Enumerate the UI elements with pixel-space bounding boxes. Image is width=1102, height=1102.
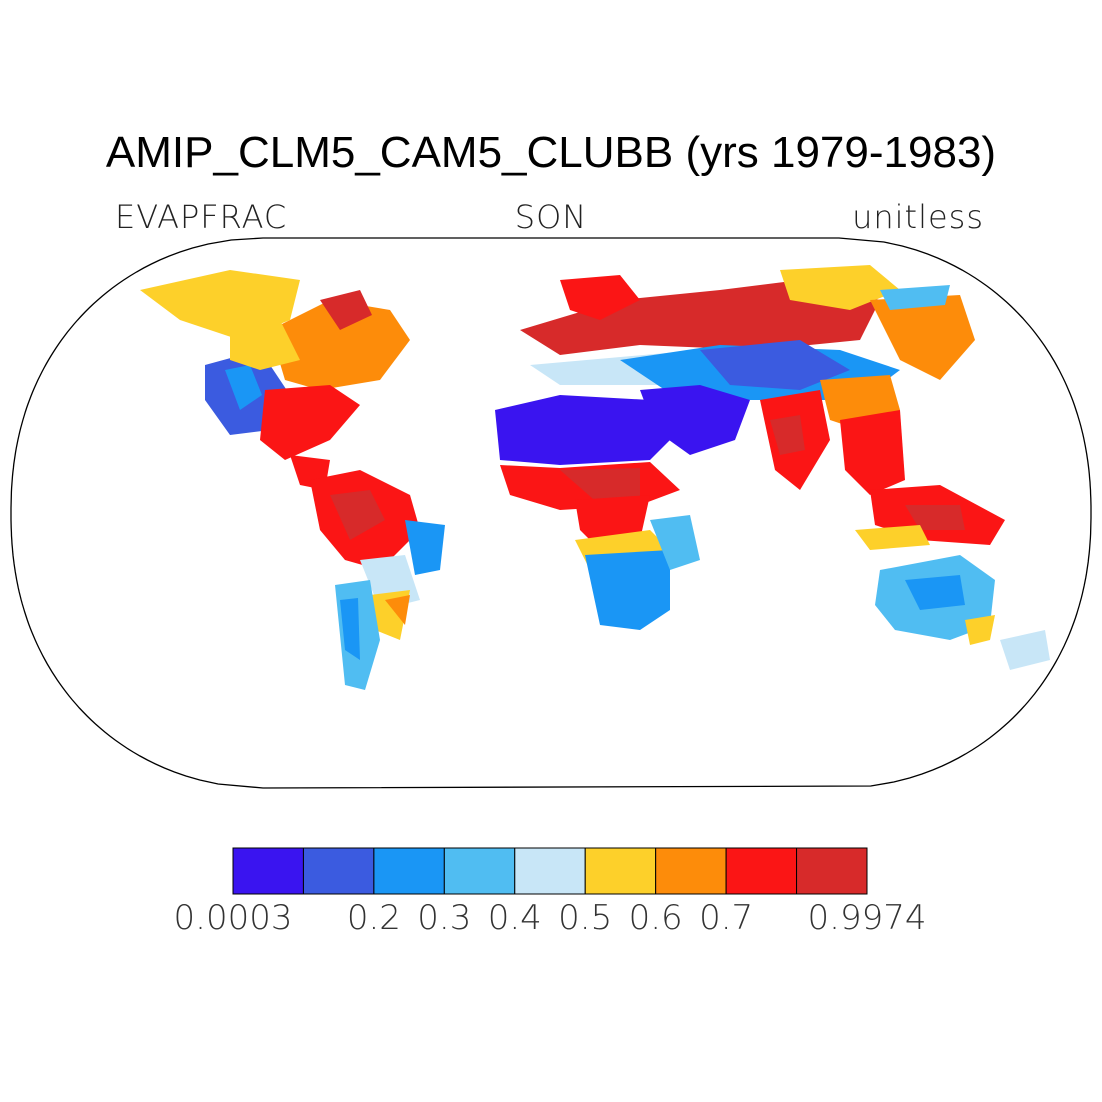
colorbar (232, 847, 868, 895)
field-patch (905, 505, 965, 530)
field-patch (230, 320, 300, 370)
field-patch (585, 550, 670, 630)
field-patch (270, 300, 410, 390)
field-patch (640, 385, 750, 455)
colorbar-tick-label: 0.9974 (807, 898, 927, 938)
field-patch (780, 265, 900, 310)
field-patch (560, 468, 640, 505)
field-patch (340, 598, 360, 660)
field-patch (405, 520, 445, 575)
colorbar-segment (302, 847, 375, 895)
field-patch (140, 270, 300, 340)
field-patch (840, 410, 905, 495)
season-label: SON (514, 198, 588, 236)
field-patch (225, 365, 262, 410)
colorbar-tick-label: 0.7 (699, 898, 754, 938)
colorbar-tick-label: 0.3 (417, 898, 472, 938)
colorbar-segment (584, 847, 657, 895)
field-patch (965, 615, 995, 645)
field-patch (495, 395, 680, 465)
field-patch (1000, 630, 1050, 670)
variable-label: EVAPFRAC (115, 198, 288, 236)
colorbar-segment (796, 847, 868, 895)
field-patch (385, 595, 410, 625)
colorbar-tick-label: 0.6 (628, 898, 683, 938)
field-patch (855, 525, 930, 550)
field-patch (870, 295, 975, 380)
colorbar-tick-label: 0.5 (558, 898, 613, 938)
map-field (140, 265, 1050, 690)
field-patch (650, 515, 700, 570)
field-patch (700, 340, 850, 390)
field-patch (905, 575, 965, 610)
colorbar-segment (655, 847, 727, 895)
field-patch (320, 290, 372, 330)
colorbar-tick-label: 0.0003 (173, 898, 293, 938)
field-patch (770, 415, 805, 455)
colorbar-segment (443, 847, 516, 895)
colorbar-segment (373, 847, 445, 895)
units-label: unitless (852, 198, 984, 236)
colorbar-segment (514, 847, 586, 895)
field-patch (880, 285, 950, 310)
colorbar-segment (232, 847, 304, 895)
field-patch (260, 385, 360, 460)
colorbar-tick-label: 0.4 (487, 898, 542, 938)
plot-title: AMIP_CLM5_CAM5_CLUBB (yrs 1979-1983) (105, 128, 997, 177)
map-boundary (10, 237, 1092, 789)
field-patch (330, 490, 385, 540)
colorbar-segment (725, 847, 798, 895)
field-patch (560, 275, 640, 320)
colorbar-tick-label: 0.2 (346, 898, 401, 938)
